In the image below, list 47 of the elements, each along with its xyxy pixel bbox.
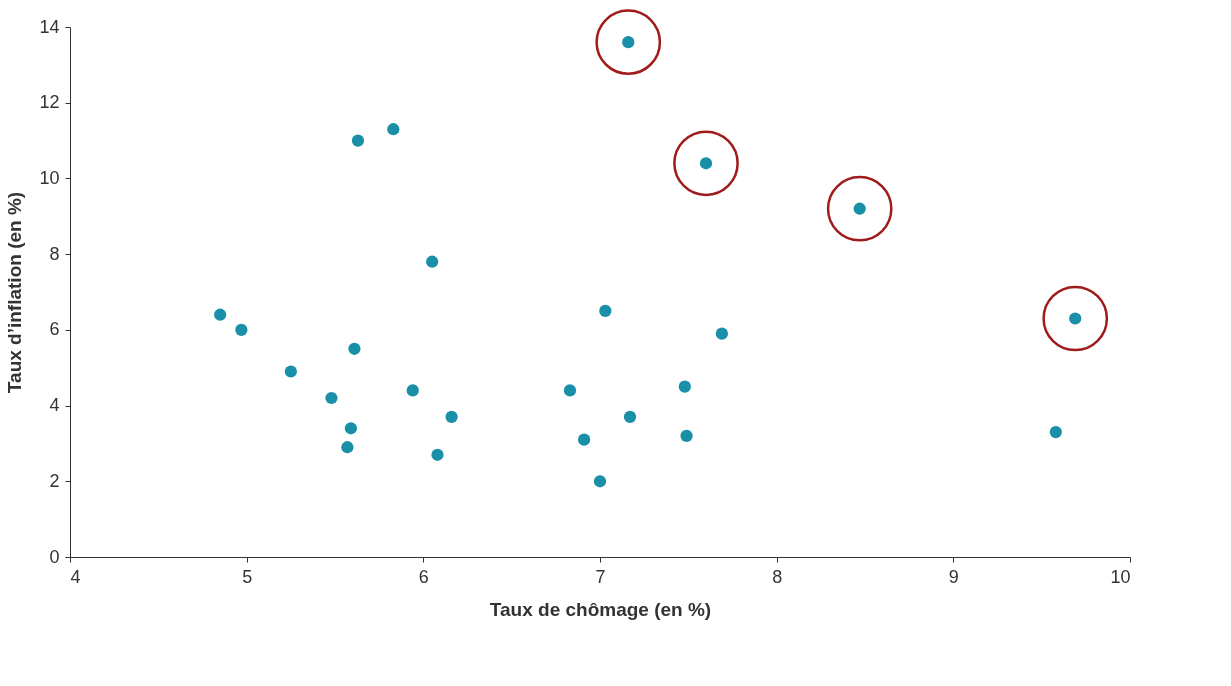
point xyxy=(387,123,400,136)
point xyxy=(284,365,297,378)
point xyxy=(673,130,739,197)
point xyxy=(595,9,662,75)
point xyxy=(715,327,729,340)
point xyxy=(678,380,691,393)
point xyxy=(1049,425,1062,439)
x-tick-label: 8 xyxy=(772,566,783,587)
point xyxy=(599,304,612,318)
x-tick-label: 7 xyxy=(595,566,606,587)
y-axis-title: Taux d’inflation (en %) xyxy=(4,191,26,394)
point xyxy=(214,308,227,321)
y-tick-label: 14 xyxy=(39,16,60,37)
point xyxy=(351,134,365,147)
point xyxy=(699,157,713,170)
point xyxy=(431,448,444,461)
y-tick-label: 6 xyxy=(49,319,60,340)
point xyxy=(348,342,361,355)
x-tick-label: 6 xyxy=(418,566,429,587)
y-tick-label: 4 xyxy=(49,395,60,416)
point xyxy=(680,429,693,442)
y-tick-label: 12 xyxy=(39,92,60,113)
y-tick-label: 0 xyxy=(49,546,60,567)
point xyxy=(623,410,637,424)
point xyxy=(622,36,635,49)
point xyxy=(235,323,248,336)
point xyxy=(344,422,358,435)
x-tick-label: 4 xyxy=(70,566,81,587)
point xyxy=(325,391,338,405)
y-tick-label: 8 xyxy=(49,243,60,264)
x-tick-label: 5 xyxy=(242,566,253,587)
point xyxy=(406,384,419,397)
y-tick-label: 2 xyxy=(49,470,60,491)
point xyxy=(853,202,866,215)
point xyxy=(1042,285,1109,352)
point xyxy=(341,441,354,454)
point xyxy=(593,475,607,488)
x-tick-label: 9 xyxy=(948,566,959,587)
point xyxy=(1069,312,1082,325)
point xyxy=(426,255,439,268)
y-tick-label: 10 xyxy=(39,167,60,188)
point xyxy=(563,384,577,397)
point xyxy=(826,175,893,242)
point xyxy=(577,433,591,446)
x-tick-label: 10 xyxy=(1110,566,1131,587)
x-axis-title: Taux de chômage (en %) xyxy=(489,598,712,620)
point xyxy=(445,410,458,424)
